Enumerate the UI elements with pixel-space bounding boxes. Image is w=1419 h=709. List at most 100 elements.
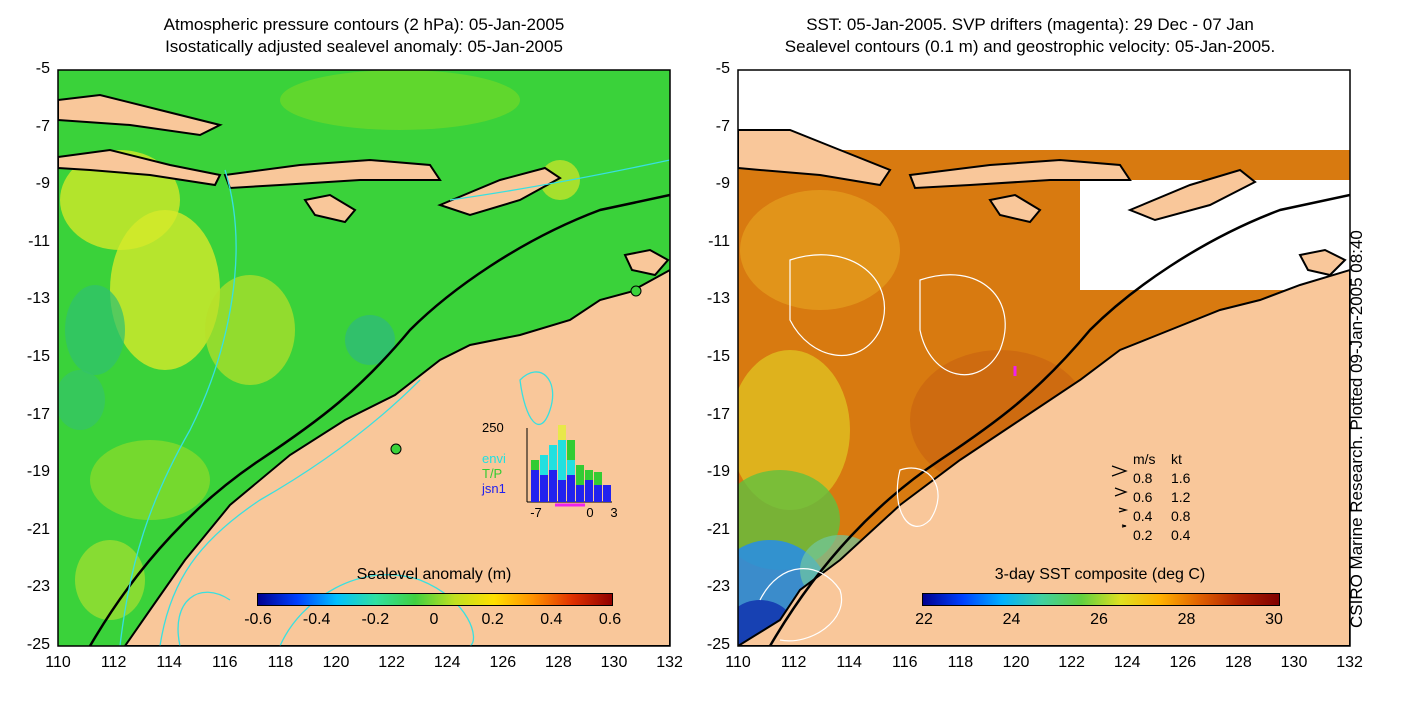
velocity-kt-value: 1.2 bbox=[1171, 489, 1191, 505]
y-tick-label: -19 bbox=[706, 463, 730, 481]
java-land bbox=[58, 148, 222, 187]
x-tick-label: 112 bbox=[780, 654, 807, 671]
x-tick-label: 114 bbox=[156, 654, 182, 671]
left-colorbar bbox=[257, 593, 613, 606]
y-tick-label: -9 bbox=[35, 175, 50, 193]
left-map bbox=[57, 69, 671, 647]
inset-legend-item: T/P bbox=[482, 466, 503, 481]
inset-legend: envi T/P jsn1 bbox=[482, 436, 506, 496]
y-tick-label: -23 bbox=[26, 578, 50, 596]
melville-land bbox=[623, 248, 670, 277]
y-tick-label: -25 bbox=[706, 636, 730, 653]
velocity-key-row: 0.4 0.8 bbox=[1133, 507, 1190, 526]
y-tick-label: -5 bbox=[715, 60, 730, 77]
timor-land bbox=[437, 166, 562, 217]
x-tick-label: 132 bbox=[1336, 654, 1363, 671]
velocity-ms-value: 0.8 bbox=[1133, 470, 1153, 486]
x-tick-label: 120 bbox=[1002, 654, 1030, 671]
colorbar-tick-label: 0 bbox=[429, 611, 439, 628]
velocity-header-ms: m/s bbox=[1133, 451, 1156, 467]
x-tick-label: 110 bbox=[725, 654, 751, 671]
x-tick-label: 130 bbox=[600, 654, 628, 671]
y-tick-label: -21 bbox=[706, 520, 730, 538]
x-tick-label: 118 bbox=[947, 654, 974, 671]
x-tick-label: 124 bbox=[1113, 654, 1141, 671]
x-tick-label: 118 bbox=[267, 654, 294, 671]
y-tick-label: -17 bbox=[706, 405, 730, 423]
left-title-line1: Atmospheric pressure contours (2 hPa): 0… bbox=[163, 15, 565, 34]
velocity-ms-value: 0.2 bbox=[1133, 527, 1153, 543]
colorbar-tick-label: 24 bbox=[1002, 611, 1021, 628]
velocity-kt-value: 0.4 bbox=[1171, 527, 1191, 543]
x-tick-label: 128 bbox=[1225, 654, 1252, 671]
inset-legend-item: jsn1 bbox=[482, 481, 506, 496]
colorbar-tick-label: 26 bbox=[1090, 611, 1108, 628]
x-tick-label: 124 bbox=[433, 654, 461, 671]
y-tick-label: -21 bbox=[26, 520, 50, 538]
colorbar-tick-label: -0.4 bbox=[302, 611, 331, 628]
inset-axis-tick: 0 bbox=[586, 505, 594, 520]
left-colorbar-label: Sealevel anomaly (m) bbox=[356, 566, 512, 583]
inset-top-value: 250 bbox=[482, 420, 504, 435]
velocity-ms-value: 0.4 bbox=[1133, 508, 1153, 524]
right-colorbar bbox=[922, 593, 1280, 606]
left-title-line2: Isostatically adjusted sealevel anomaly:… bbox=[165, 37, 563, 56]
x-tick-label: 110 bbox=[45, 654, 71, 671]
y-tick-label: -19 bbox=[26, 463, 50, 481]
y-tick-label: -23 bbox=[706, 578, 730, 596]
right-title-line2: Sealevel contours (0.1 m) and geostrophi… bbox=[784, 37, 1276, 56]
x-tick-label: 130 bbox=[1280, 654, 1308, 671]
colorbar-tick-label: 22 bbox=[915, 611, 933, 628]
right-map-title: SST: 05-Jan-2005. SVP drifters (magenta)… bbox=[720, 14, 1340, 58]
x-tick-label: 128 bbox=[545, 654, 572, 671]
y-tick-label: -7 bbox=[715, 117, 730, 135]
colorbar-tick-label: 0.2 bbox=[481, 611, 504, 628]
flores-land bbox=[223, 158, 442, 190]
x-tick-label: 132 bbox=[656, 654, 683, 671]
y-tick-label: -9 bbox=[715, 175, 730, 193]
y-tick-label: -5 bbox=[35, 60, 50, 77]
x-tick-label: 126 bbox=[1169, 654, 1197, 671]
colorbar-tick-label: -0.2 bbox=[361, 611, 390, 628]
velocity-header-kt: kt bbox=[1171, 451, 1182, 467]
y-tick-label: -11 bbox=[28, 232, 50, 250]
right-title-line1: SST: 05-Jan-2005. SVP drifters (magenta)… bbox=[806, 15, 1254, 34]
x-tick-label: 114 bbox=[836, 654, 862, 671]
velocity-ms-value: 0.6 bbox=[1133, 489, 1153, 505]
velocity-kt-value: 0.8 bbox=[1171, 508, 1191, 524]
colorbar-tick-label: 28 bbox=[1177, 611, 1196, 628]
inset-legend-item bbox=[482, 436, 506, 451]
y-tick-label: -15 bbox=[706, 348, 730, 365]
x-tick-label: 120 bbox=[322, 654, 350, 671]
y-tick-label: -11 bbox=[708, 232, 730, 250]
velocity-kt-value: 1.6 bbox=[1171, 470, 1191, 486]
velocity-key-arrows bbox=[1111, 465, 1129, 528]
y-tick-label: -25 bbox=[26, 636, 50, 653]
x-tick-label: 112 bbox=[100, 654, 127, 671]
velocity-key: m/s kt 0.8 1.6 0.6 1.2 0.4 0.8 0.2 0.4 bbox=[1133, 450, 1190, 545]
y-tick-label: -7 bbox=[35, 117, 50, 135]
right-map bbox=[737, 69, 1351, 647]
sumba-land bbox=[303, 193, 357, 224]
x-tick-label: 116 bbox=[892, 654, 918, 671]
y-tick-label: -17 bbox=[26, 405, 50, 423]
velocity-key-row: 0.8 1.6 bbox=[1133, 469, 1190, 488]
x-tick-label: 126 bbox=[489, 654, 517, 671]
plot-credit: CSIRO Marine Research. Plotted 09-Jan-20… bbox=[1347, 230, 1366, 628]
inset-legend-item: envi bbox=[482, 451, 506, 466]
x-tick-label: 116 bbox=[212, 654, 238, 671]
colorbar-tick-label: 30 bbox=[1265, 611, 1283, 628]
y-tick-label: -13 bbox=[706, 290, 730, 308]
colorbar-tick-label: 0.4 bbox=[540, 611, 563, 628]
inset-axis-tick: -7 bbox=[530, 505, 542, 520]
y-tick-label: -15 bbox=[26, 348, 50, 365]
inset-axis-tick: 3 bbox=[610, 505, 618, 520]
colorbar-tick-label: 0.6 bbox=[598, 611, 622, 628]
australia-land bbox=[123, 268, 670, 646]
colorbar-tick-label: -0.6 bbox=[244, 611, 272, 628]
y-tick-label: -13 bbox=[26, 290, 50, 308]
left-map-title: Atmospheric pressure contours (2 hPa): 0… bbox=[58, 14, 670, 58]
upper-islands-land bbox=[58, 93, 223, 137]
x-tick-label: 122 bbox=[1058, 654, 1085, 671]
velocity-key-row: 0.6 1.2 bbox=[1133, 488, 1190, 507]
